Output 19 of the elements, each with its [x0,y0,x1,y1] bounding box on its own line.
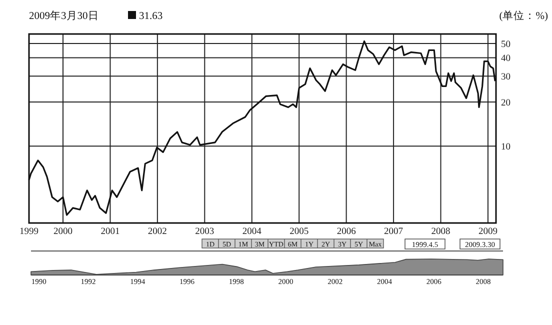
x-tick-label: 2002 [148,227,168,237]
x-tick-label: 2000 [54,227,73,237]
chart-title: 2009年3月30日 [29,10,99,22]
y-tick-label: 20 [501,98,511,108]
y-tick-label: 50 [501,40,511,50]
text: 31.63 [139,11,163,22]
x-tick-label: 2008 [431,227,451,237]
x-tick-label: 2004 [242,227,262,237]
x-tick-label: 2007 [384,227,404,237]
y-tick-label: 40 [501,54,511,64]
x-tick-label: 2005 [290,227,309,237]
x-tick-label: 2003 [195,227,214,237]
y-tick-label: 30 [501,72,511,83]
y-axis-title: (单位：%) [499,9,548,22]
y-tick-label: 10 [501,142,511,153]
x-tick-label: 1999 [20,227,39,237]
x-tick-label: 2009 [478,227,498,237]
x-tick-label: 2001 [100,227,120,237]
x-tick-label: 2006 [336,227,356,237]
